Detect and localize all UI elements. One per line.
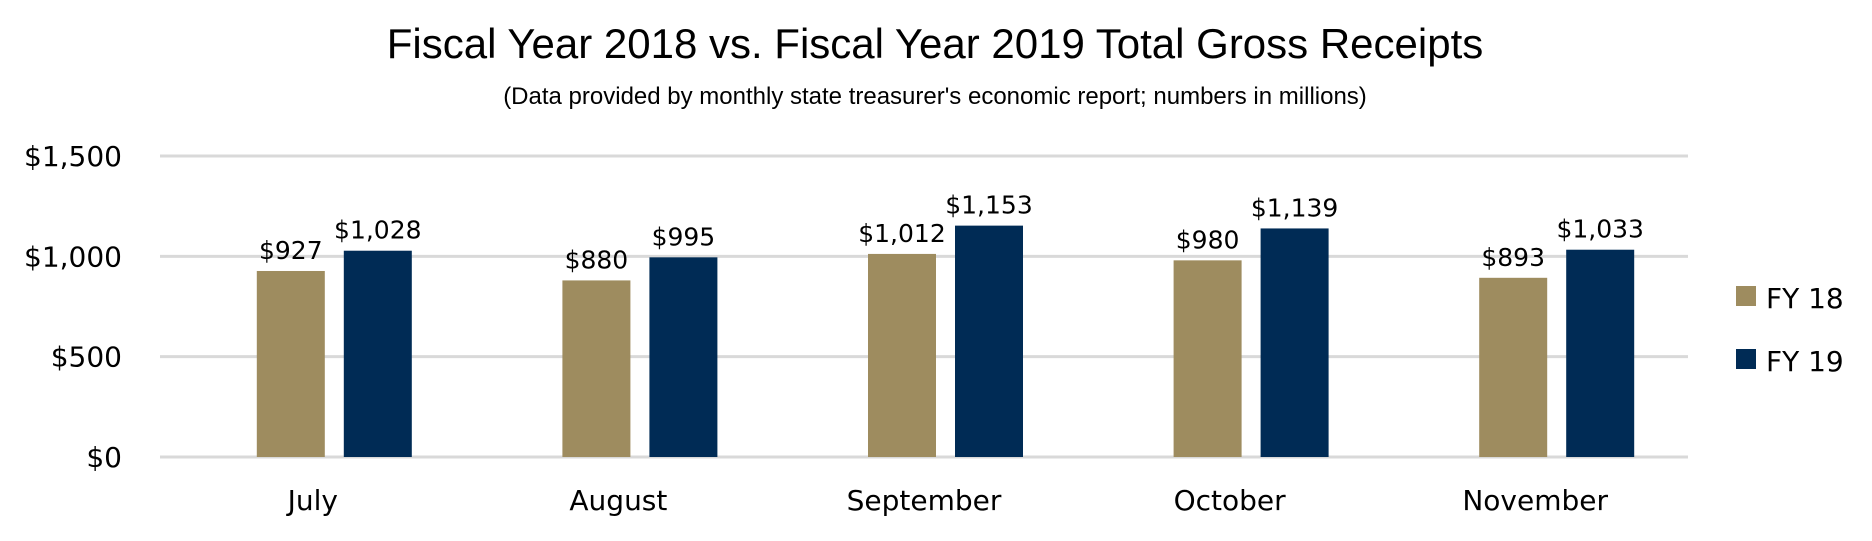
bars [256,225,1635,457]
x-axis-categories: July August September October November [286,484,1609,517]
chart-subtitle: (Data provided by monthly state treasure… [503,83,1367,110]
bar-fy-19-july [343,250,412,457]
bar-fy-18-september [868,253,936,457]
category-label-july: July [286,484,338,517]
legend-swatch-fy-18 [1736,286,1756,306]
legend-label-fy-19: FY 19 [1766,345,1844,378]
y-axis-ticks: $0 $500 $1,000 $1,500 [24,140,122,474]
bar-fy-18-july [256,270,325,457]
data-label: $980 [1176,225,1240,254]
bar-fy-18-november [1479,277,1548,457]
bar-fy-18-august [562,280,631,457]
bar-fy-19-september [955,225,1023,457]
data-label: $893 [1481,243,1545,272]
category-label-november: November [1462,484,1608,517]
legend-label-fy-18: FY 18 [1766,282,1844,315]
data-label: $927 [259,236,323,265]
data-label: $1,153 [945,191,1032,220]
data-label: $880 [565,245,629,274]
data-label: $1,028 [334,216,421,245]
bar-fy-19-october [1260,228,1329,457]
chart-title: Fiscal Year 2018 vs. Fiscal Year 2019 To… [387,20,1484,67]
data-label: $1,139 [1251,193,1338,222]
data-label: $1,012 [858,219,945,248]
legend-swatch-fy-19 [1736,349,1756,369]
category-label-september: September [847,484,1002,517]
y-tick-label: $1,500 [24,140,122,173]
category-label-october: October [1174,484,1287,517]
category-label-august: August [569,484,667,517]
data-label: $995 [652,222,716,251]
legend: FY 18 FY 19 [1736,282,1844,378]
bar-fy-19-august [649,257,718,457]
bar-fy-19-november [1566,249,1635,457]
data-labels: $927 $1,028 $880 $995 $1,012$1,153 $980 $1,139… [259,191,1644,275]
y-tick-label: $0 [86,441,122,474]
bar-fy-18-october [1173,260,1242,457]
data-label: $1,033 [1556,215,1643,244]
y-tick-label: $500 [51,341,122,374]
y-tick-label: $1,000 [24,240,122,273]
